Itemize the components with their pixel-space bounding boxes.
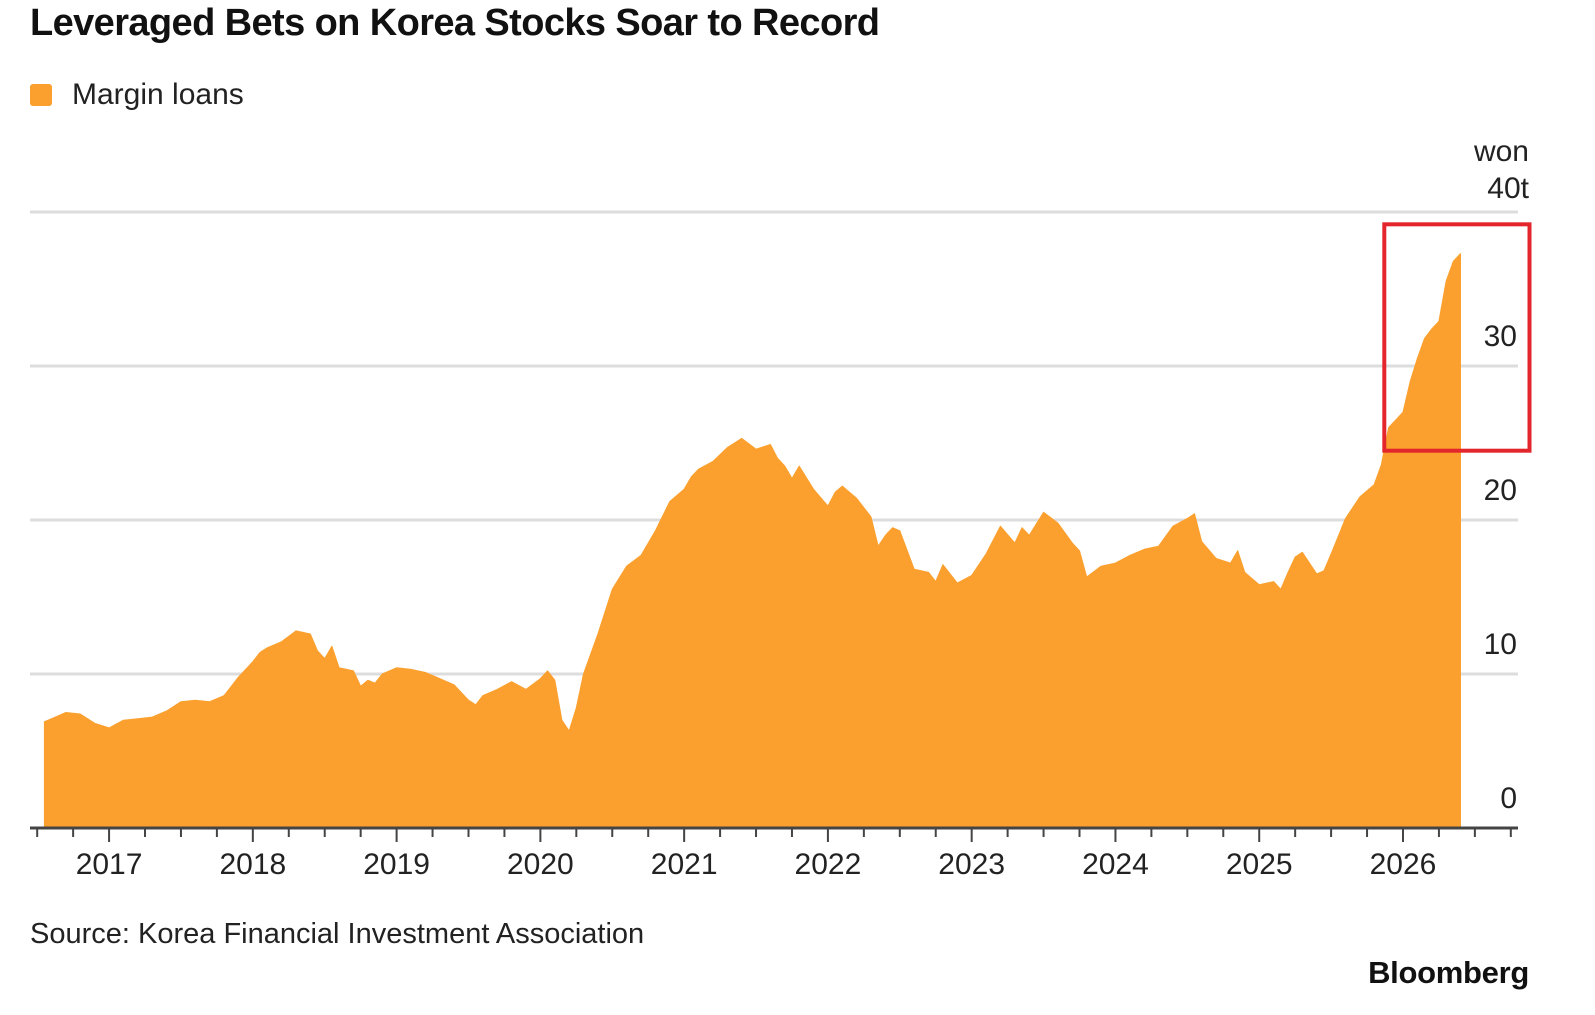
chart-title: Leveraged Bets on Korea Stocks Soar to R… (30, 2, 880, 44)
x-tick-label-2017: 2017 (76, 848, 143, 881)
x-tick-label-2024: 2024 (1082, 848, 1149, 881)
y-axis-labels: 0 10 20 30 40t (1484, 172, 1530, 815)
y-tick-label-0: 0 (1500, 782, 1517, 815)
y-tick-label-40: 40t (1487, 172, 1529, 205)
legend-swatch-margin-loans (30, 84, 52, 106)
x-tick-label-2020: 2020 (507, 848, 574, 881)
legend: Margin loans (30, 78, 244, 112)
x-tick-label-2025: 2025 (1226, 848, 1293, 881)
highlight-box (1382, 222, 1532, 453)
y-tick-label-30: 30 (1484, 320, 1517, 353)
x-tick-label-2018: 2018 (219, 848, 286, 881)
x-tick-label-2019: 2019 (363, 848, 430, 881)
bloomberg-logo: Bloomberg (1368, 955, 1529, 990)
series-area-layer (43, 253, 1461, 829)
source-note: Source: Korea Financial Investment Assoc… (30, 918, 645, 950)
x-tick-label-2022: 2022 (795, 848, 862, 881)
y-unit-label: won (1473, 135, 1529, 168)
x-axis: 2017 2018 2019 2020 2021 2022 2023 2024 2025 2026 (30, 826, 1518, 881)
x-tick-label-2026: 2026 (1370, 848, 1437, 881)
x-tick-label-2021: 2021 (651, 848, 718, 881)
x-tick-label-2023: 2023 (938, 848, 1005, 881)
y-tick-label-20: 20 (1484, 474, 1517, 507)
highlight-box-layer (1382, 222, 1532, 453)
y-tick-label-10: 10 (1484, 628, 1517, 661)
series-area-margin-loans (43, 253, 1461, 829)
legend-label-margin-loans: Margin loans (72, 78, 244, 111)
area-chart: 2017 2018 2019 2020 2021 2022 2023 2024 2025 2026… (30, 135, 1532, 881)
